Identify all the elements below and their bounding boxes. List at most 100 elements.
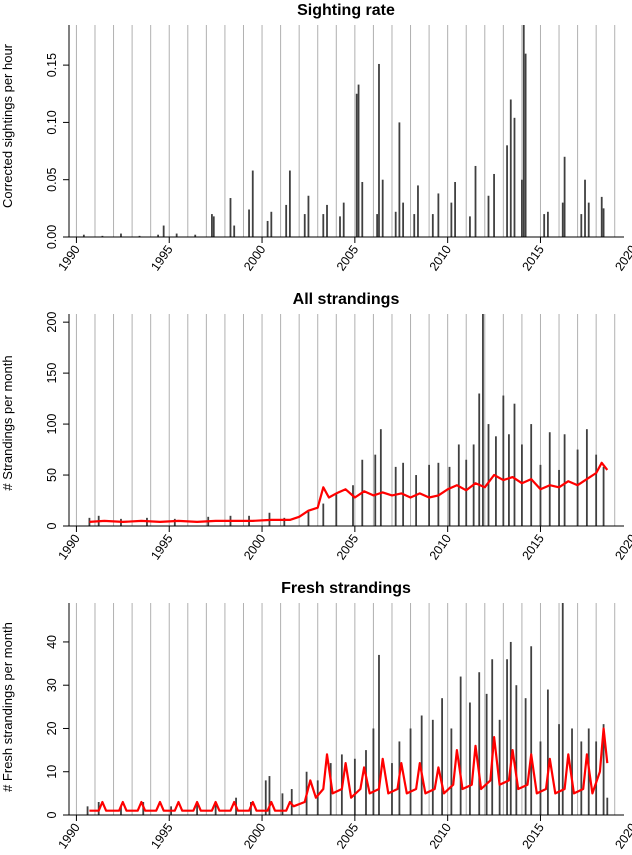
data-bar xyxy=(602,724,605,815)
data-bar xyxy=(595,454,598,526)
data-bar xyxy=(563,434,566,526)
data-bar xyxy=(546,689,549,815)
data-bar xyxy=(175,233,178,237)
panel-title: Sighting rate xyxy=(297,2,395,19)
data-bar xyxy=(303,214,306,237)
data-bar xyxy=(450,202,453,237)
data-bar xyxy=(229,198,232,237)
data-bar xyxy=(214,802,217,815)
panel-title: Fresh strandings xyxy=(281,580,411,597)
data-bar xyxy=(326,204,328,237)
data-bar xyxy=(251,170,254,237)
data-bar xyxy=(431,214,434,237)
y-tick-label: 0.00 xyxy=(45,225,59,249)
data-bar xyxy=(469,702,471,815)
data-bar xyxy=(478,672,481,815)
data-bar xyxy=(120,806,122,815)
data-bar xyxy=(441,698,443,815)
y-axis-label: Corrected sightings per hour xyxy=(0,43,15,208)
y-tick-label: 20 xyxy=(45,721,59,735)
data-bar xyxy=(506,145,508,237)
data-bar xyxy=(543,214,546,237)
data-bar xyxy=(162,225,165,237)
data-bar xyxy=(509,99,512,238)
data-bar xyxy=(196,802,198,815)
y-axis-label: # Strandings per month xyxy=(0,355,15,490)
panel-title: All strandings xyxy=(293,291,400,308)
data-bar xyxy=(376,214,379,237)
data-bar xyxy=(391,763,393,815)
data-bar xyxy=(521,444,523,526)
data-bar xyxy=(365,750,367,815)
data-bar xyxy=(264,780,267,815)
data-bar xyxy=(266,220,269,237)
data-bar xyxy=(381,179,384,237)
data-bar xyxy=(268,776,271,815)
data-bar xyxy=(417,185,419,237)
data-bar xyxy=(409,728,412,815)
data-bar xyxy=(248,209,250,237)
data-bar xyxy=(372,728,375,815)
y-tick-label: 30 xyxy=(45,678,59,692)
data-bar xyxy=(339,216,341,237)
data-bar xyxy=(600,196,603,237)
data-bar xyxy=(394,466,397,526)
data-bar xyxy=(357,84,360,237)
data-bar xyxy=(524,698,527,815)
data-bar xyxy=(487,195,490,237)
data-bar xyxy=(602,466,605,526)
data-bar xyxy=(465,459,468,526)
data-bar xyxy=(508,434,510,526)
panel-sighting-rate: Sighting rate Corrected sightings per ho… xyxy=(0,2,632,274)
data-bar xyxy=(595,741,598,815)
trend-line xyxy=(89,727,609,812)
data-bar xyxy=(101,235,104,237)
y-tick-label: 40 xyxy=(45,635,59,649)
data-bar xyxy=(288,170,291,237)
data-bar xyxy=(86,806,89,815)
data-bar xyxy=(459,676,462,815)
data-bar xyxy=(394,211,397,237)
data-bar xyxy=(561,603,564,815)
data-bar xyxy=(316,780,319,815)
data-bar xyxy=(450,728,453,815)
data-bar xyxy=(469,216,471,237)
data-bar xyxy=(515,685,518,815)
y-tick-label: 0 xyxy=(45,811,59,818)
data-bar xyxy=(428,464,431,526)
data-bar xyxy=(329,763,332,815)
data-bar xyxy=(485,693,488,815)
data-bar xyxy=(448,466,451,526)
data-bar xyxy=(491,659,494,815)
data-bar xyxy=(539,464,542,526)
data-bar xyxy=(506,659,508,815)
data-bar xyxy=(571,728,573,815)
data-bar xyxy=(548,432,551,526)
y-tick-label: 200 xyxy=(45,312,59,333)
data-bar xyxy=(415,475,418,526)
data-bar xyxy=(576,449,579,526)
data-bar xyxy=(437,193,440,237)
data-bar xyxy=(585,429,588,526)
y-tick-label: 0.15 xyxy=(45,53,59,77)
data-bar xyxy=(402,202,405,237)
data-bar xyxy=(521,179,523,237)
data-bar xyxy=(120,233,122,237)
data-bar xyxy=(487,424,490,526)
data-bar xyxy=(498,719,501,815)
data-bar xyxy=(474,165,477,237)
y-axis-label: # Fresh strandings per month xyxy=(0,622,15,792)
data-bar xyxy=(361,181,364,237)
data-bar xyxy=(194,234,197,237)
data-bar xyxy=(502,395,505,526)
data-bar xyxy=(378,654,380,815)
data-bar xyxy=(420,715,423,815)
data-bar xyxy=(379,429,382,526)
data-bar xyxy=(546,211,549,237)
data-bar xyxy=(353,758,356,815)
data-bar xyxy=(513,117,516,237)
panel-fresh-strandings: Fresh strandings # Fresh strandings per … xyxy=(0,580,632,852)
